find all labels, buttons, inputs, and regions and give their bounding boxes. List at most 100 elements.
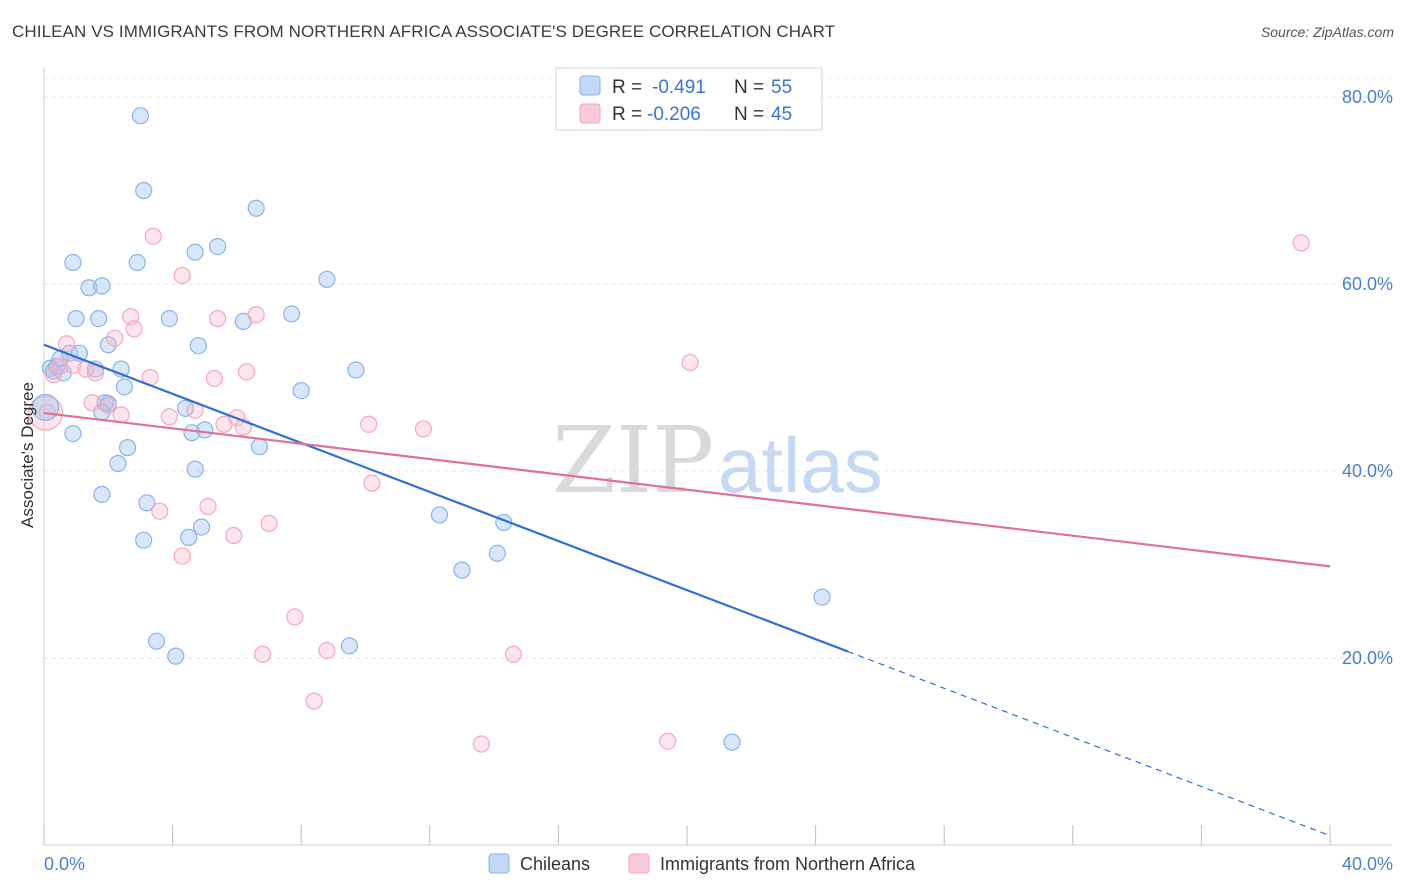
y-axis-label: Associate's Degree [18,382,37,528]
legend-swatch-chileans [579,75,601,96]
legend-n-value-chileans: 55 [771,77,792,98]
point-immigrants [205,369,223,388]
point-immigrants [64,356,82,374]
point-immigrants [414,420,432,438]
trend-lines [43,343,1331,837]
point-chileans [180,528,198,546]
trend-line-immigrants [43,411,1331,568]
y-tick-label: 80.0% [1342,87,1393,107]
point-immigrants [260,514,278,532]
point-immigrants [122,308,140,326]
point-chileans [318,270,336,288]
point-chileans [292,381,310,400]
tick-labels: 20.0% 40.0% 60.0% 80.0% 0.0% 40.0% [44,87,1393,874]
point-chileans [250,438,269,456]
point-chileans [186,460,204,478]
watermark-zip: ZIP [552,407,714,514]
point-chileans [90,309,108,328]
legend-r-label-1: R = [612,77,642,98]
point-immigrants [247,306,265,324]
point-chileans [196,421,214,439]
point-immigrants [151,502,169,520]
point-chileans [135,531,153,549]
point-chileans [80,279,98,297]
point-chileans [186,243,204,261]
point-immigrants [1292,234,1310,252]
point-immigrants [286,608,304,626]
legend-r-label-2: R = [612,104,642,125]
point-chileans [147,632,166,650]
point-chileans [209,238,227,256]
series-name-immigrants: Immigrants from Northern Africa [660,854,916,874]
point-chileans [167,647,185,665]
point-chileans [189,337,207,355]
point-immigrants [318,641,336,660]
point-immigrants [57,335,76,353]
x-tick-label: 0.0% [44,854,85,874]
point-immigrants [173,266,191,285]
point-immigrants [504,645,522,663]
legend-n-value-immigrants: 45 [771,104,792,125]
trend-line-chileans-extension [847,650,1331,837]
point-immigrants [199,497,217,516]
point-chileans [135,181,153,200]
chart-title: CHILEAN VS IMMIGRANTS FROM NORTHERN AFRI… [12,22,836,41]
point-immigrants [106,329,124,347]
point-immigrants [472,735,490,753]
point-immigrants [659,732,677,750]
point-immigrants [99,396,117,415]
point-chileans [453,561,471,579]
series-name-chileans: Chileans [520,854,590,874]
point-immigrants [360,415,378,433]
point-chileans [128,253,146,272]
y-tick-label: 40.0% [1342,461,1393,481]
point-chileans [118,439,137,457]
point-chileans [109,454,127,473]
trend-line-chileans [43,343,849,653]
point-chileans [430,506,449,524]
series-swatch-immigrants [628,853,650,874]
legend-r-value-immigrants: -0.206 [647,104,701,125]
axes [43,68,1392,846]
point-chileans [813,588,831,606]
point-chileans [138,494,156,512]
point-chileans [340,637,359,655]
legend-swatch-immigrants [579,103,601,124]
point-chileans [67,309,85,328]
series-legend: Chileans Immigrants from Northern Africa [488,853,916,874]
data-points [28,107,1310,753]
point-chileans [282,305,301,323]
watermark: ZIP atlas [552,407,883,514]
point-chileans [131,107,150,125]
point-immigrants [305,692,323,710]
point-chileans [488,544,506,562]
point-chileans [192,518,211,536]
source-label: Source: ZipAtlas.com [1260,24,1394,40]
point-chileans [99,336,117,354]
point-immigrants [254,645,272,663]
point-chileans [64,425,82,443]
point-immigrants [160,408,178,426]
point-immigrants [83,394,101,412]
point-immigrants [209,309,227,328]
y-tick-label: 60.0% [1342,274,1393,294]
point-immigrants [225,526,243,545]
point-immigrants [173,547,191,565]
point-chileans [64,253,82,272]
point-chileans [347,361,365,379]
point-immigrants [51,357,69,375]
point-immigrants [144,227,162,245]
point-chileans [160,309,178,328]
x-tick-label: 40.0% [1342,854,1393,874]
series-swatch-chileans [488,853,510,874]
point-chileans [93,277,111,295]
point-chileans [115,378,133,396]
point-chileans [93,485,111,503]
legend-n-label-2: N = [734,104,764,125]
point-immigrants [237,363,256,381]
stats-legend: R = -0.491 N = 55 R = -0.206 N = 45 [555,67,823,131]
point-chileans [96,394,114,412]
watermark-atlas: atlas [718,421,883,509]
point-immigrants [681,353,699,372]
